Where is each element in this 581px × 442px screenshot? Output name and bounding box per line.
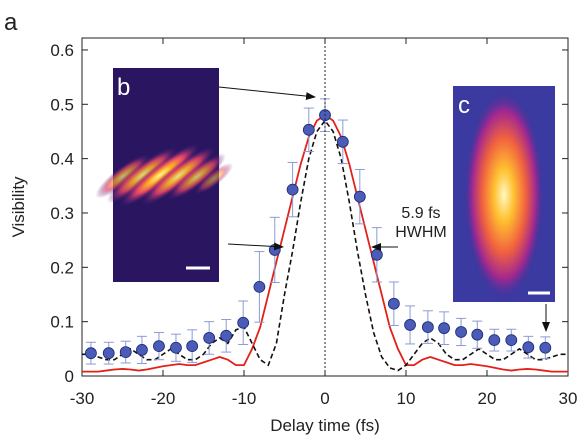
data-point	[539, 341, 552, 354]
x-tick-label: -10	[232, 389, 257, 408]
data-point	[102, 347, 115, 360]
data-point	[522, 341, 535, 354]
arrow	[227, 242, 284, 251]
data-point	[253, 280, 266, 293]
data-point	[170, 341, 182, 354]
y-tick-label: 0.1	[50, 313, 74, 332]
y-tick-label: 0.3	[50, 204, 74, 223]
data-point	[237, 316, 250, 329]
data-point	[286, 183, 299, 196]
data-point	[136, 344, 148, 356]
data-point	[336, 135, 349, 148]
x-tick-label: -30	[70, 389, 95, 408]
data-point	[220, 329, 233, 342]
data-point	[186, 340, 199, 353]
data-point	[455, 326, 467, 338]
data-point	[387, 297, 400, 310]
data-point	[471, 328, 484, 341]
ticks: -30 -20 -10 0 10 20 30 0 0.1 0.2 0.3 0.4 0.5 0.6	[50, 38, 577, 408]
annotation: HWHM	[395, 224, 447, 241]
arrow	[218, 86, 316, 101]
inset-b	[95, 68, 234, 282]
curve	[82, 119, 568, 372]
data-point	[203, 332, 216, 344]
data-point	[421, 321, 434, 333]
y-axis-label: Visibility	[9, 176, 28, 238]
data-point	[404, 319, 416, 331]
data-point	[353, 190, 366, 203]
x-tick-label: 0	[320, 389, 329, 408]
data-point	[302, 123, 315, 136]
data-point	[505, 334, 518, 347]
y-tick-label: 0.6	[50, 41, 74, 60]
x-tick-label: -20	[151, 389, 176, 408]
inset-c	[453, 86, 555, 302]
annotation: 5.9 fs	[401, 205, 440, 222]
panel-label: a	[4, 9, 18, 36]
data-point	[85, 347, 97, 360]
data-point	[488, 334, 501, 347]
data-point	[119, 346, 132, 358]
x-tick-label: 10	[397, 389, 416, 408]
data-point	[370, 248, 383, 261]
y-tick-label: 0.5	[50, 95, 74, 114]
data-point	[153, 340, 165, 353]
y-tick-label: 0.2	[50, 258, 74, 277]
y-tick-label: 0.4	[50, 150, 74, 169]
x-tick-label: 20	[478, 389, 497, 408]
panel-label: b	[117, 74, 130, 101]
data-point	[438, 322, 450, 335]
panel-label: c	[458, 92, 470, 119]
x-tick-label: 30	[559, 389, 578, 408]
y-tick-label: 0	[65, 367, 74, 386]
x-axis-label: Delay time (fs)	[270, 416, 380, 435]
